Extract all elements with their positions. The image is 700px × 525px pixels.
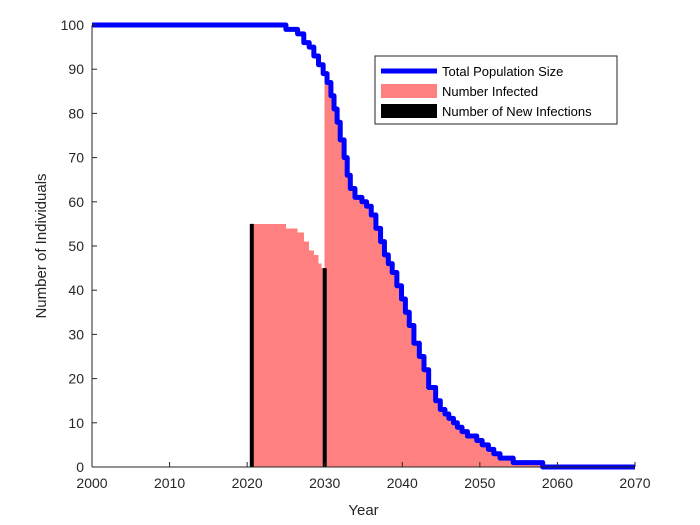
x-tick-label: 2020 <box>232 475 263 491</box>
infected-step <box>318 263 322 467</box>
infected-step <box>409 325 414 467</box>
x-tick-label: 2060 <box>542 475 573 491</box>
axes: 2000 2010 2020 2030 2040 2050 2060 207001020304… <box>61 17 651 491</box>
infected-step <box>462 431 468 467</box>
total-population-line <box>92 22 635 470</box>
infected-step <box>476 440 483 467</box>
infected-step <box>337 122 341 468</box>
infected-step <box>413 343 420 467</box>
infected-step <box>428 387 436 467</box>
infected-step <box>405 312 410 467</box>
infected-step <box>380 241 385 467</box>
legend-label: Total Population Size <box>442 64 563 79</box>
infected-step <box>354 197 362 467</box>
legend: Total Population Size Number Infected Numb… <box>374 55 618 125</box>
infected-step <box>435 400 441 467</box>
y-tick-label: 30 <box>68 326 84 342</box>
infected-step <box>375 228 381 467</box>
infected-step <box>444 413 449 467</box>
infected-step <box>334 108 338 467</box>
infected-step <box>371 215 376 467</box>
infected-step <box>366 206 372 467</box>
infected-step <box>303 241 310 467</box>
x-tick-label: 2030 <box>309 475 340 491</box>
infected-step <box>347 175 351 467</box>
legend-label: Number Infected <box>442 84 538 99</box>
y-tick-label: 0 <box>76 459 84 475</box>
legend-swatch <box>381 104 437 118</box>
infected-step <box>448 418 454 467</box>
infected-step <box>396 285 402 467</box>
infected-step <box>309 250 314 467</box>
y-tick-label: 60 <box>68 194 84 210</box>
infected-step <box>388 263 393 467</box>
infected-step <box>295 228 298 467</box>
infected-step <box>401 299 406 467</box>
legend-label: Number of New Infections <box>442 104 592 119</box>
infected-step <box>453 422 458 467</box>
infected-step <box>488 449 494 467</box>
x-tick-label: 2070 <box>619 475 650 491</box>
infected-step <box>327 82 331 468</box>
infected-step <box>330 95 335 467</box>
infected-step <box>440 409 445 467</box>
infected-step <box>297 232 304 467</box>
infected-step <box>424 369 429 467</box>
infected-step <box>500 458 506 467</box>
infected-step <box>482 444 489 467</box>
infected-step <box>361 201 367 468</box>
y-tick-label: 70 <box>68 150 84 166</box>
infected-step <box>392 272 397 467</box>
y-tick-label: 90 <box>68 61 84 77</box>
x-tick-label: 2040 <box>387 475 418 491</box>
infected-step <box>340 139 345 468</box>
y-axis-label: Number of Individuals <box>33 173 50 318</box>
y-tick-label: 20 <box>68 371 84 387</box>
y-tick-label: 10 <box>68 415 84 431</box>
infected-step <box>344 157 348 467</box>
x-axis-label: Year <box>348 502 378 519</box>
infected-step <box>419 356 425 467</box>
infected-step <box>384 254 389 467</box>
y-tick-label: 40 <box>68 282 84 298</box>
x-tick-label: 2050 <box>464 475 495 491</box>
infected-step <box>350 188 355 468</box>
infected-step <box>253 223 283 467</box>
infected-step <box>467 436 477 467</box>
infected-step <box>282 223 286 467</box>
y-tick-label: 100 <box>61 17 85 33</box>
infected-step <box>285 228 296 467</box>
y-tick-label: 80 <box>68 105 84 121</box>
x-tick-label: 2000 <box>76 475 107 491</box>
infected-step <box>493 453 501 467</box>
x-tick-label: 2010 <box>154 475 185 491</box>
y-tick-label: 50 <box>68 238 84 254</box>
plot-area <box>92 22 635 470</box>
legend-swatch <box>381 84 437 98</box>
infected-step <box>457 427 463 467</box>
infected-step <box>313 254 319 467</box>
infected-step <box>505 458 514 467</box>
